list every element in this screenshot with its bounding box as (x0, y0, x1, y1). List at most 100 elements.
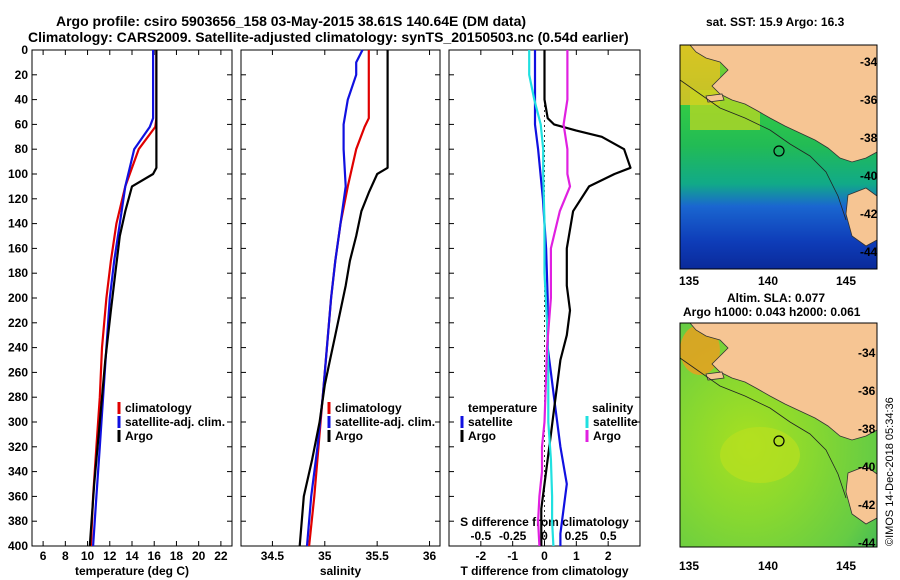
salinity-xtick-label: 35.5 (365, 549, 389, 563)
sst-ytick-label: -42 (860, 207, 878, 221)
depth-tick-label: 180 (8, 266, 28, 280)
sla-map-axes: -34 -36 -38 -40 -42 -44 135 140 145 (679, 346, 876, 573)
salinity-plot-frame (240, 49, 441, 547)
figure-title-line1: Argo profile: csiro 5903656_158 03-May-2… (56, 13, 526, 29)
depth-tick-label: 220 (8, 316, 28, 330)
sla-ytick-label: -44 (858, 536, 876, 550)
temperature-xlabel: temperature (deg C) (75, 564, 189, 578)
sla-depth-contour (680, 357, 847, 499)
temperature-xtick-label: 22 (214, 549, 228, 563)
sst-ytick-label: -36 (860, 93, 878, 107)
depth-tick-label: 40 (15, 93, 29, 107)
temperature-series-climatology (89, 50, 158, 547)
figure-title-line2: Climatology: CARS2009. Satellite-adjuste… (28, 29, 629, 45)
depth-tick-label: 0 (21, 43, 28, 57)
legend-label-s-argo: Argo (593, 429, 621, 443)
legend-label-argo: Argo (125, 429, 153, 443)
sst-ytick-label: -44 (860, 245, 878, 259)
depth-tick-label: 320 (8, 440, 28, 454)
depth-tick-label: 260 (8, 365, 28, 379)
sst-ytick-label: -40 (860, 169, 878, 183)
difference-xtick-label: 0 (541, 549, 548, 563)
depth-tick-label: 20 (15, 68, 29, 82)
temperature-xtick-label: 6 (40, 549, 47, 563)
salinity-panel: 34.5 35 35.5 36 salinity (240, 49, 441, 578)
difference-xlabel: T difference from climatology (460, 564, 628, 578)
sla-xtick-label: 145 (836, 559, 856, 573)
difference-xtick-label: 1 (573, 549, 580, 563)
depth-tick-label: 200 (8, 291, 28, 305)
sla-ytick-label: -38 (858, 422, 876, 436)
salinity-series-satellite-adj-clim- (305, 49, 364, 547)
difference-series-t-argo (540, 50, 632, 546)
imos-watermark: ©IMOS 14-Dec-2018 05:34:36 (884, 397, 896, 546)
legend-label-climatology: climatology (335, 401, 402, 415)
sst-ytick-label: -34 (860, 55, 878, 69)
salinity-xlabel: salinity (320, 564, 362, 578)
depth-tick-label: 380 (8, 514, 28, 528)
temperature-xtick-label: 20 (192, 549, 206, 563)
legend-label-t-satellite: satellite (468, 415, 513, 429)
sla-kangaroo-island (705, 371, 725, 381)
sst-tasmania (845, 187, 877, 247)
legend-label-argo: Argo (335, 429, 363, 443)
salinity-xtick-label: 36 (423, 549, 437, 563)
sst-argo-location-marker (773, 145, 785, 157)
sla-map-title: Altim. SLA: 0.077 (727, 291, 825, 305)
sla-ytick-label: -42 (858, 498, 876, 512)
temperature-panel: 0 20 40 60 80 100 120 140 160 180 200 220 240 260 280 3… (8, 43, 233, 578)
depth-tick-label: 80 (15, 142, 29, 156)
difference-x2tick-label: 0.25 (565, 529, 589, 543)
temperature-xtick-label: 14 (125, 549, 139, 563)
temperature-series-argo (88, 50, 158, 547)
difference-series-s-satellite (528, 50, 555, 547)
salinity-xtick-label: 34.5 (261, 549, 285, 563)
legend-label-t-argo: Argo (468, 429, 496, 443)
difference-x2tick-label: -0.5 (470, 529, 491, 543)
depth-tick-label: 120 (8, 192, 28, 206)
sla-map-frame (679, 322, 878, 548)
sla-argo-location-marker (773, 435, 785, 447)
sst-map-title: sat. SST: 15.9 Argo: 16.3 (706, 15, 845, 29)
sst-map (680, 45, 877, 269)
sst-xtick-label: 135 (679, 274, 699, 288)
sst-land (689, 45, 877, 163)
sst-xtick-label: 140 (758, 274, 778, 288)
legend-label-satellite-adj: satellite-adj. clim. (125, 415, 225, 429)
sla-map-subtitle: Argo h1000: 0.043 h2000: 0.061 (683, 305, 861, 319)
sla-land (689, 323, 877, 441)
difference-x2tick-label: -0.25 (499, 529, 527, 543)
depth-tick-label: 240 (8, 341, 28, 355)
legend-label-climatology: climatology (125, 401, 192, 415)
temperature-legend: climatology satellite-adj. clim. Argo (117, 401, 225, 443)
temperature-xtick-label: 12 (103, 549, 117, 563)
difference-series-s-argo (536, 50, 572, 547)
temperature-plot-frame (31, 49, 233, 547)
depth-tick-label: 300 (8, 415, 28, 429)
depth-tick-label: 400 (8, 539, 28, 553)
sst-map-frame (679, 44, 878, 270)
legend-label-satellite-adj: satellite-adj. clim. (335, 415, 435, 429)
temperature-xtick-label: 8 (62, 549, 69, 563)
depth-tick-label: 60 (15, 117, 29, 131)
legend-title-temperature: temperature (468, 401, 538, 415)
depth-tick-label: 360 (8, 489, 28, 503)
sla-tasmania (845, 465, 877, 525)
difference-xtick-label: -1 (507, 549, 518, 563)
sst-kangaroo-island (705, 93, 725, 103)
difference-xtick-label: 2 (605, 549, 612, 563)
sla-map (680, 323, 877, 547)
sst-xtick-label: 145 (836, 274, 856, 288)
temperature-xtick-label: 18 (170, 549, 184, 563)
difference-xtick-label: -2 (475, 549, 486, 563)
sla-xtick-label: 140 (758, 559, 778, 573)
salinity-legend: climatology satellite-adj. clim. Argo (327, 401, 435, 443)
salinity-series-argo (298, 50, 389, 547)
difference-x2tick-label: 0.5 (600, 529, 617, 543)
temperature-xtick-label: 10 (81, 549, 95, 563)
sst-ytick-label: -38 (860, 131, 878, 145)
depth-tick-label: 140 (8, 217, 28, 231)
depth-tick-label: 100 (8, 167, 28, 181)
